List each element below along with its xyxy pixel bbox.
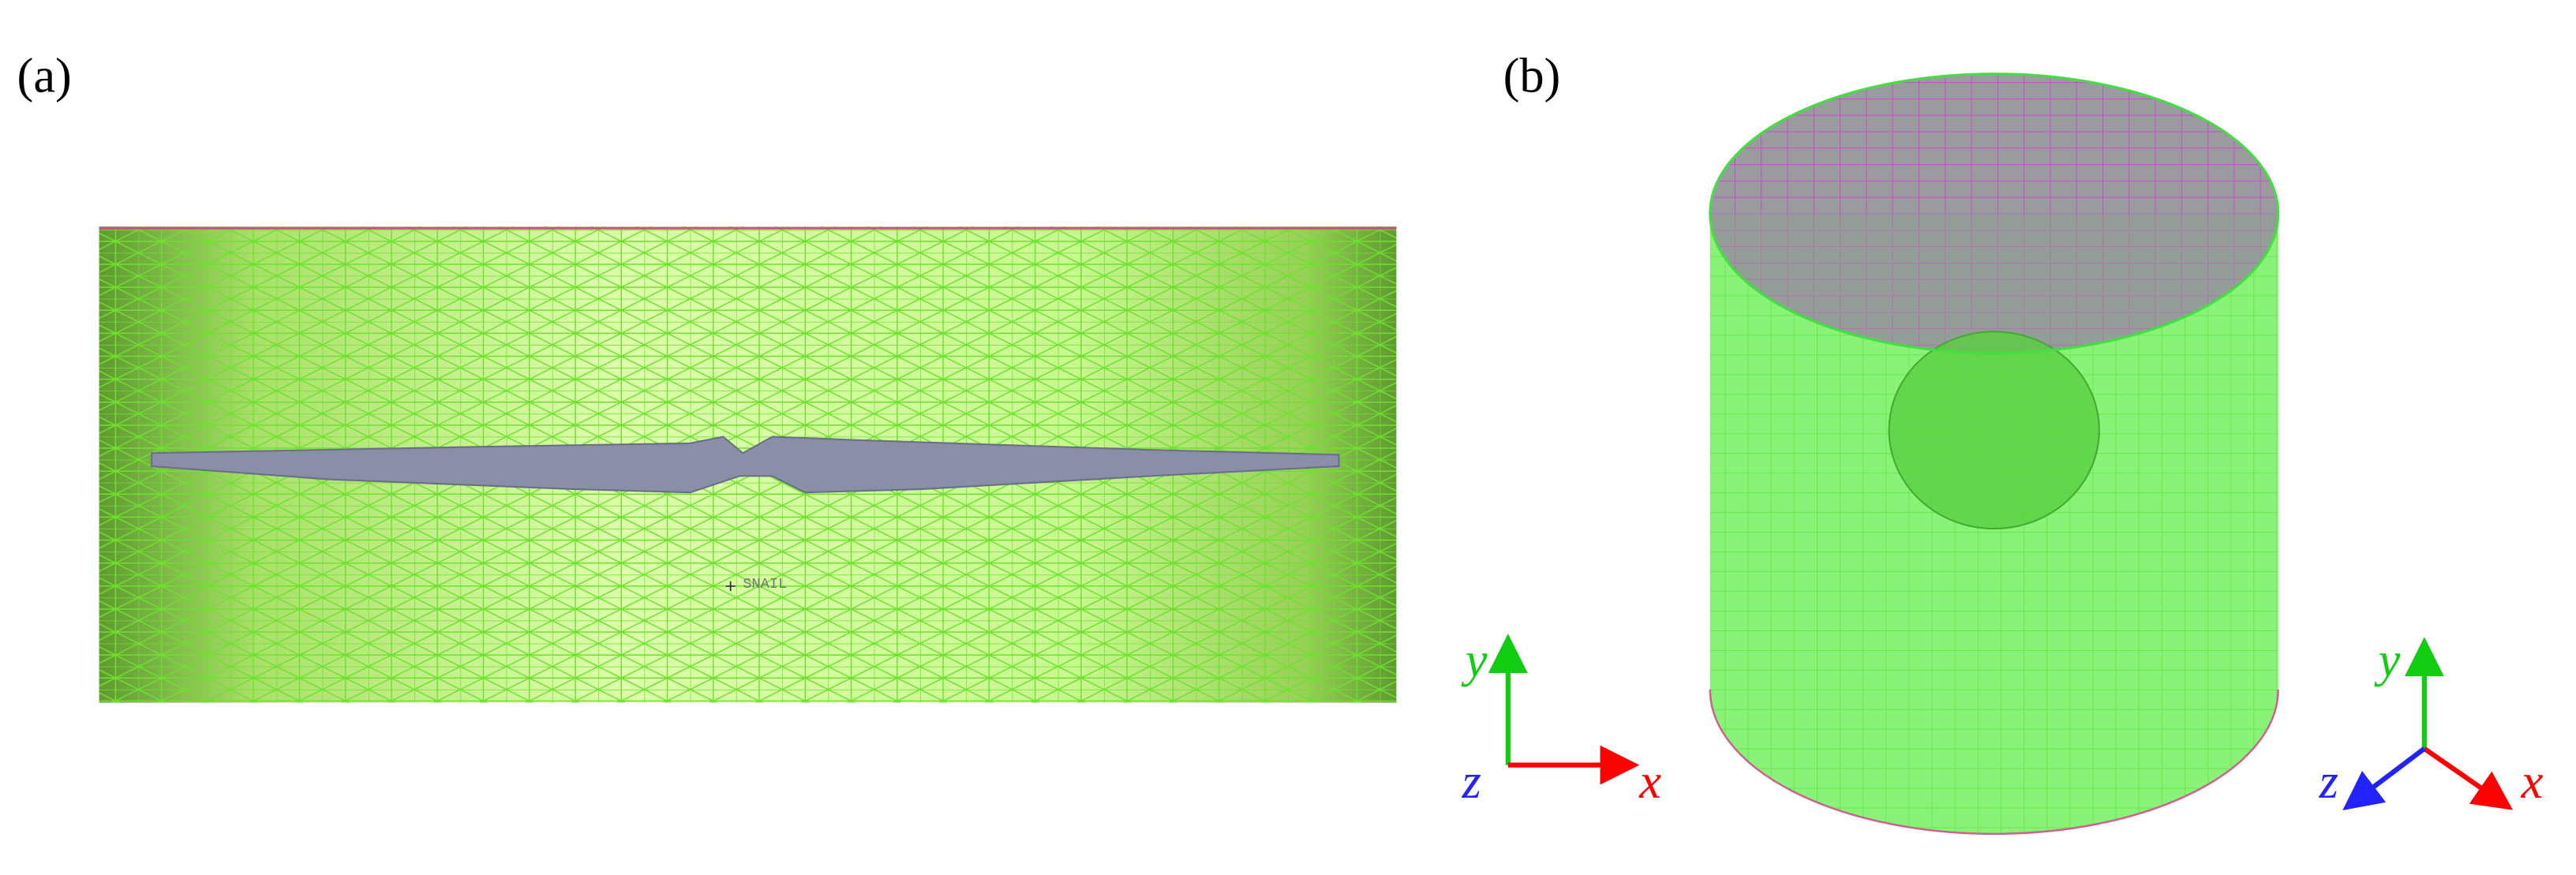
mesh-side-view: + SNAIL xyxy=(99,226,1397,703)
svg-text:+: + xyxy=(724,575,736,597)
panel-label: (a) xyxy=(17,48,72,103)
axis-label: x xyxy=(2521,753,2544,809)
axis-triad: y x z xyxy=(2319,632,2544,811)
panel-label: (b) xyxy=(1503,48,1561,103)
axis-label: z xyxy=(2319,753,2338,809)
axis-label: z xyxy=(1462,753,1481,809)
mesh-cylinder xyxy=(1709,73,2280,836)
axis-label: y xyxy=(2374,632,2401,687)
annotation: SNAIL xyxy=(743,575,787,593)
axis-triad: y x z xyxy=(1461,632,1662,809)
axis-label: x xyxy=(1638,753,1661,809)
axis-label: y xyxy=(1461,632,1488,687)
